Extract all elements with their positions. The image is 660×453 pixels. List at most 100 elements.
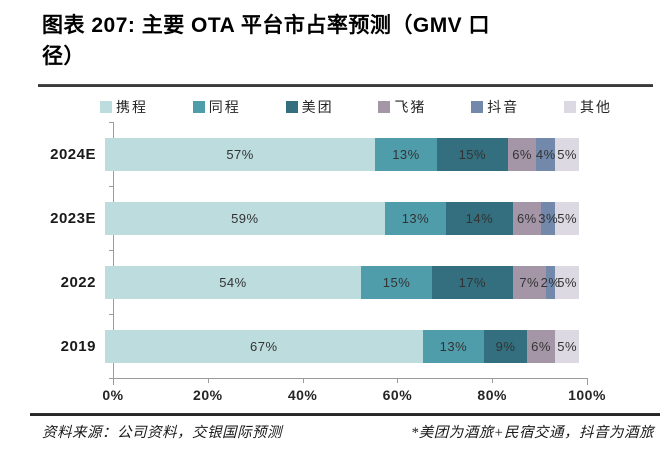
bar-segment: 54% bbox=[105, 265, 361, 299]
segment-value-label: 15% bbox=[382, 274, 411, 290]
segment-value-label: 6% bbox=[531, 338, 551, 354]
x-axis-tick-label: 0% bbox=[102, 387, 124, 403]
legend-label: 同程 bbox=[208, 99, 241, 115]
figure-title-line-1: 图表 207: 主要 OTA 平台市占率预测（GMV 口 bbox=[42, 14, 491, 37]
legend-swatch-icon bbox=[471, 101, 484, 113]
segment-value-label: 3% bbox=[538, 210, 559, 226]
segment-value-label: 57% bbox=[226, 146, 254, 162]
x-axis-tick-label: 60% bbox=[382, 387, 413, 403]
x-axis-tick bbox=[302, 378, 304, 383]
bar-segment: 9% bbox=[484, 329, 527, 363]
footer: 资料来源：公司资料，交银国际预测 *美团为酒旅+民宿交通，抖音为酒旅 bbox=[42, 421, 654, 442]
bar-segment: 14% bbox=[446, 201, 513, 235]
bar-segment: 7% bbox=[512, 265, 546, 299]
bar-segment: 17% bbox=[432, 265, 513, 299]
segment-value-label: 6% bbox=[516, 210, 537, 226]
bar-segment: 59% bbox=[105, 201, 385, 235]
segment-value-label: 13% bbox=[439, 338, 468, 354]
segment-value-label: 4% bbox=[535, 146, 556, 162]
legend-swatch-icon bbox=[378, 101, 391, 113]
segment-value-label: 2% bbox=[540, 274, 561, 290]
bar-segment: 5% bbox=[555, 137, 579, 171]
segment-value-label: 5% bbox=[557, 338, 578, 354]
segment-value-label: 7% bbox=[519, 274, 540, 290]
bar-segment: 13% bbox=[384, 201, 447, 235]
legend-item: 飞猪 bbox=[378, 97, 426, 117]
segment-value-label: 13% bbox=[401, 210, 430, 226]
segment-value-label: 67% bbox=[250, 338, 278, 354]
segment-value-label: 17% bbox=[458, 274, 487, 290]
bar-segment: 5% bbox=[555, 265, 579, 299]
y-axis-tick bbox=[109, 122, 113, 123]
x-axis-tick bbox=[587, 378, 588, 385]
category-label: 2024E bbox=[50, 145, 96, 163]
bar-row: 2022 54% 15% 17% 7% 2% 5% bbox=[0, 250, 660, 314]
x-axis-tick-label: 40% bbox=[287, 387, 318, 403]
footnote: *美团为酒旅+民宿交通，抖音为酒旅 bbox=[410, 425, 654, 441]
segment-value-label: 9% bbox=[495, 338, 516, 354]
bar-segment: 6% bbox=[526, 329, 556, 363]
segment-value-label: 59% bbox=[231, 210, 259, 226]
bar-segment: 2% bbox=[541, 265, 560, 299]
y-axis-tick bbox=[109, 314, 113, 315]
legend: 携程 同程 美团 飞猪 抖音 其他 bbox=[100, 97, 612, 117]
segment-value-label: 5% bbox=[557, 274, 577, 290]
bar-row: 2023E 59% 13% 14% 6% 3% 5% bbox=[0, 186, 660, 250]
bar-segment: 5% bbox=[555, 329, 579, 363]
legend-label: 飞猪 bbox=[394, 99, 427, 115]
bar-track: 57% 13% 15% 6% 4% 5% bbox=[105, 137, 579, 171]
legend-item: 携程 bbox=[100, 97, 148, 117]
bar-segment: 4% bbox=[535, 137, 556, 171]
bar-segment: 3% bbox=[538, 201, 559, 235]
segment-value-label: 14% bbox=[465, 210, 494, 226]
segment-value-label: 15% bbox=[458, 146, 487, 162]
y-axis-tick bbox=[109, 250, 113, 251]
category-label: 2022 bbox=[60, 273, 96, 291]
legend-swatch-icon bbox=[100, 101, 112, 113]
x-axis-tick-label: 80% bbox=[477, 387, 507, 403]
x-axis-tick bbox=[207, 378, 209, 383]
chart-plot-area: 2024E 57% 13% 15% 6% 4% 5% 2023E 59% 13% 14% 6% 3% 5%… bbox=[0, 122, 660, 379]
bar-segment: 13% bbox=[375, 137, 437, 171]
x-axis-tick bbox=[397, 378, 399, 383]
legend-item: 抖音 bbox=[471, 97, 519, 117]
legend-label: 美团 bbox=[301, 99, 334, 115]
segment-value-label: 54% bbox=[219, 274, 247, 290]
legend-item: 同程 bbox=[192, 97, 241, 117]
bar-segment: 13% bbox=[422, 329, 485, 363]
legend-label: 其他 bbox=[579, 99, 612, 115]
bar-segment: 6% bbox=[507, 137, 537, 171]
legend-item: 美团 bbox=[285, 97, 334, 117]
bar-track: 54% 15% 17% 7% 2% 5% bbox=[105, 265, 579, 299]
segment-value-label: 6% bbox=[512, 146, 532, 162]
y-axis-tick bbox=[109, 186, 113, 187]
bar-segment: 5% bbox=[555, 201, 579, 235]
figure-title: 图表 207: 主要 OTA 平台市占率预测（GMV 口 径） bbox=[42, 10, 617, 72]
bar-segment: 57% bbox=[105, 137, 376, 171]
bar-row: 2024E 57% 13% 15% 6% 4% 5% bbox=[0, 122, 660, 186]
source-note: 资料来源：公司资料，交银国际预测 bbox=[42, 425, 282, 441]
legend-label: 携程 bbox=[116, 99, 148, 115]
title-divider bbox=[38, 84, 653, 87]
x-axis: 0% 20% 40% 60% 80% 100% bbox=[102, 378, 605, 408]
bar-row: 2019 67% 13% 9% 6% 5% bbox=[0, 314, 660, 378]
legend-label: 抖音 bbox=[487, 99, 520, 115]
x-axis-tick bbox=[113, 378, 114, 385]
x-axis-tick bbox=[492, 378, 494, 383]
segment-value-label: 5% bbox=[557, 146, 577, 162]
segment-value-label: 13% bbox=[392, 146, 420, 162]
bar-segment: 6% bbox=[512, 201, 542, 235]
category-label: 2023E bbox=[50, 209, 96, 227]
bar-track: 67% 13% 9% 6% 5% bbox=[105, 329, 579, 363]
legend-swatch-icon bbox=[563, 101, 576, 113]
legend-swatch-icon bbox=[285, 101, 298, 113]
segment-value-label: 5% bbox=[557, 210, 578, 226]
y-axis-line bbox=[113, 122, 114, 378]
x-axis-tick-label: 20% bbox=[193, 387, 223, 403]
x-axis-tick-label: 100% bbox=[568, 387, 606, 403]
x-axis-line bbox=[113, 378, 587, 379]
y-axis-tick bbox=[109, 378, 113, 379]
footer-divider bbox=[30, 413, 660, 416]
legend-swatch-icon bbox=[192, 101, 205, 113]
